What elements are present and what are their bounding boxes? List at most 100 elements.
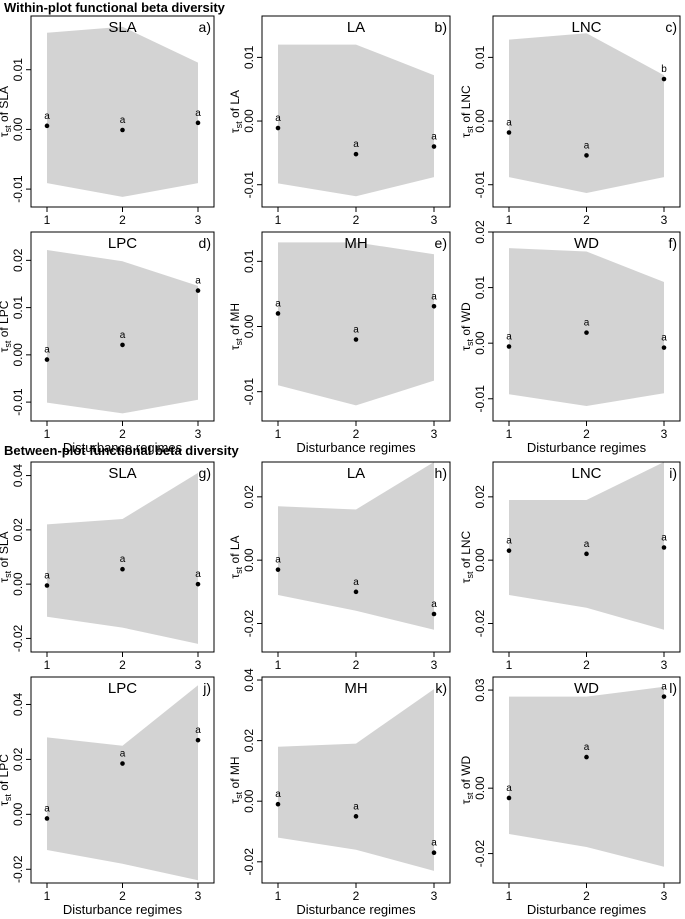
y-tick-label-h-2: 0.00	[242, 548, 256, 572]
x-tick-label-k-3: 3	[431, 889, 438, 903]
y-tick-label-c-1: -0.01	[473, 171, 487, 199]
y-axis-title-tau-h: τ	[228, 574, 242, 579]
x-tick-label-g-3: 3	[195, 658, 202, 672]
null-envelope-l	[509, 686, 664, 867]
sig-letter-a-3: a	[195, 108, 201, 119]
y-axis-title-sub-c: st	[465, 125, 475, 133]
y-axis-title-tau-i: τ	[459, 578, 473, 583]
sig-letter-j-3: a	[195, 725, 201, 736]
y-axis-title-trait-g: of SLA	[0, 531, 11, 570]
data-point-d-2	[120, 342, 125, 348]
sig-letter-c-3: b	[661, 64, 667, 75]
sig-letter-c-2: a	[584, 140, 590, 151]
y-tick-label-j-3: 0.02	[11, 747, 25, 771]
panel-label-i: i)	[669, 465, 677, 481]
x-axis-title-l: Disturbance regimes	[527, 902, 647, 917]
y-tick-label-d-4: 0.02	[11, 248, 25, 272]
y-tick-label-a-3: 0.01	[11, 58, 25, 82]
y-axis-title-tau-d: τ	[0, 347, 11, 352]
sig-letter-i-2: a	[584, 539, 590, 550]
y-axis-title-sub-d: st	[3, 340, 13, 348]
y-axis-title-trait-k: of MH	[228, 756, 242, 791]
sig-letter-l-1: a	[506, 783, 512, 794]
panel-d: a a a LPC d) 1 2 3 -0.01 0.00 0.01 0.02 τst of LPC Di…	[0, 231, 215, 455]
sig-letter-h-3: a	[431, 599, 437, 610]
panel-label-h: h)	[435, 465, 447, 481]
y-axis-title-sub-a: st	[3, 125, 13, 133]
y-axis-title-trait-c: of LNC	[459, 85, 473, 126]
data-point-g-2	[120, 566, 125, 572]
y-axis-title-tau-b: τ	[228, 128, 242, 133]
y-tick-label-b-2: 0.00	[242, 109, 256, 133]
x-tick-label-k-2: 2	[353, 889, 360, 903]
panel-label-f: f)	[668, 235, 677, 251]
panel-title-l: WD	[574, 680, 599, 697]
panel-a: a a a SLA a) 1 2 3 -0.01 0.00 0.01 τst of SLA	[0, 15, 215, 227]
data-point-i-2	[584, 551, 589, 557]
y-axis-title-sub-g: st	[3, 570, 13, 578]
y-tick-label-f-4: 0.02	[473, 220, 487, 244]
x-axis-title-k: Disturbance regimes	[296, 902, 416, 917]
y-tick-label-d-1: -0.01	[11, 388, 25, 416]
data-point-e-3	[431, 303, 437, 309]
x-tick-label-l-1: 1	[506, 889, 513, 903]
y-tick-label-f-1: -0.01	[473, 385, 487, 413]
within-plot-section-title: Within-plot functional beta diversity	[4, 0, 225, 15]
x-tick-label-f-3: 3	[661, 427, 668, 441]
y-tick-label-c-3: 0.01	[473, 45, 487, 69]
data-point-k-3	[431, 850, 437, 856]
panel-label-a: a)	[199, 19, 211, 35]
data-point-k-1	[275, 801, 281, 807]
sig-letter-f-1: a	[506, 332, 512, 343]
x-tick-label-d-2: 2	[119, 427, 126, 441]
y-tick-label-l-1: -0.02	[473, 840, 487, 868]
sig-letter-f-3: a	[661, 333, 667, 344]
x-tick-label-i-1: 1	[506, 658, 513, 672]
y-axis-title-tau-f: τ	[459, 346, 473, 351]
panel-j: a a a LPC j) 1 2 3 -0.02 0.00 0.02 0.04 τst of LPC Di…	[0, 676, 215, 917]
x-tick-label-j-3: 3	[195, 889, 202, 903]
data-point-a-2	[120, 127, 125, 133]
data-point-d-3	[195, 288, 201, 293]
y-axis-title-sub-f: st	[465, 338, 475, 346]
y-axis-title-g: τst of SLA	[0, 531, 13, 582]
sig-letter-l-2: a	[584, 742, 590, 753]
y-axis-title-trait-l: of WD	[459, 755, 473, 792]
panel-i: a a a LNC i) 1 2 3 -0.02 0.00 0.02 τst of LNC	[459, 461, 681, 672]
sig-letter-h-2: a	[353, 577, 359, 588]
panel-f: a a a WD f) 1 2 3 -0.01 0.00 0.01 0.02 τst of WD Dist…	[459, 220, 681, 455]
null-envelope-e	[278, 242, 434, 406]
x-tick-label-i-3: 3	[661, 658, 668, 672]
x-tick-label-c-1: 1	[506, 213, 513, 227]
panel-label-b: b)	[435, 19, 447, 35]
panel-title-b: LA	[347, 19, 365, 36]
y-axis-title-tau-e: τ	[228, 345, 242, 350]
x-tick-label-d-1: 1	[44, 427, 51, 441]
null-envelope-f	[509, 248, 664, 406]
x-axis-title-f: Disturbance regimes	[527, 440, 647, 455]
y-axis-title-tau-g: τ	[0, 578, 11, 583]
sig-letter-f-2: a	[584, 318, 590, 329]
y-tick-label-e-1: -0.01	[242, 378, 256, 406]
panel-title-c: LNC	[571, 19, 601, 36]
data-point-i-3	[661, 545, 667, 550]
data-point-h-2	[353, 589, 359, 595]
sig-letter-a-2: a	[120, 115, 126, 126]
x-tick-label-c-3: 3	[661, 213, 668, 227]
panel-label-k: k)	[435, 680, 447, 696]
y-axis-title-trait-j: of LPC	[0, 754, 11, 794]
x-tick-label-a-3: 3	[195, 213, 202, 227]
panel-k: a a a MH k) 1 2 3 -0.02 0.00 0.02 0.04 τst of MH Dist…	[228, 668, 451, 917]
panel-label-e: e)	[435, 235, 447, 251]
y-axis-title-tau-c: τ	[459, 133, 473, 138]
y-axis-title-d: τst of LPC	[0, 300, 13, 352]
y-tick-label-j-4: 0.04	[11, 692, 25, 716]
between-plot-section-title: Between-plot functional beta diversity	[4, 443, 239, 458]
y-tick-label-g-1: -0.02	[11, 624, 25, 652]
sig-letter-b-3: a	[431, 132, 437, 143]
x-tick-label-h-1: 1	[275, 658, 282, 672]
y-tick-label-k-3: 0.02	[242, 729, 256, 753]
y-tick-label-g-2: 0.00	[11, 572, 25, 596]
panel-title-k: MH	[344, 680, 367, 697]
